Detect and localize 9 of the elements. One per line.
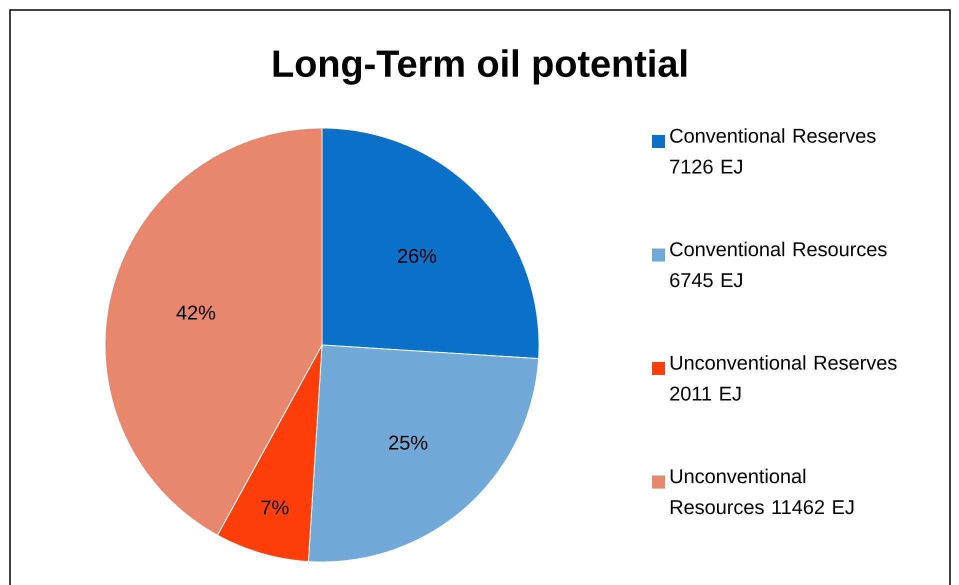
legend-label: Unconventional Reserves 2011 EJ: [670, 355, 897, 401]
legend-label: Conventional Resources 6745 EJ: [670, 242, 887, 288]
chart-title: Long-Term oil potential: [274, 49, 686, 85]
data-label: 25%: [389, 436, 428, 450]
data-label: 7%: [261, 500, 288, 514]
legend-label: Unconventional Resources 11462 EJ: [670, 468, 854, 514]
legend-label: Conventional Reserves 7126 EJ: [670, 128, 876, 174]
data-label: 26%: [398, 248, 436, 263]
data-label: 42%: [176, 306, 216, 320]
